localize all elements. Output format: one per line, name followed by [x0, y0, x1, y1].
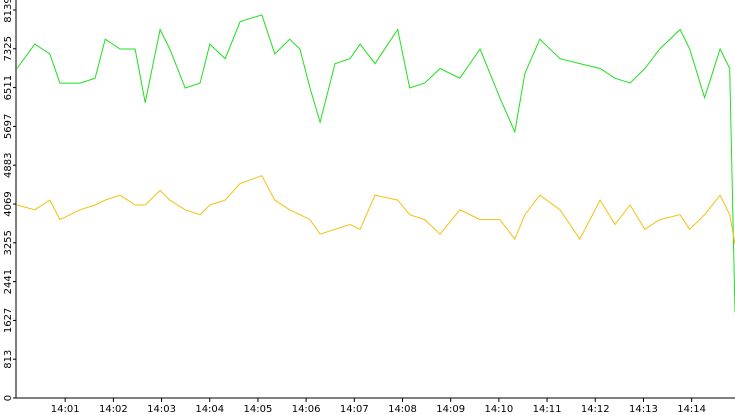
y-tick-label: 6511 — [3, 75, 14, 100]
y-tick-label: 3255 — [3, 230, 14, 255]
y-tick-label: 5697 — [3, 114, 14, 139]
x-tick-label: 14:04 — [195, 404, 224, 415]
x-tick-label: 14:02 — [99, 404, 128, 415]
x-tick-label: 14:12 — [581, 404, 610, 415]
y-tick-label: 4069 — [3, 191, 14, 216]
x-tick-label: 14:11 — [533, 404, 562, 415]
y-tick-label: 2441 — [3, 269, 14, 294]
y-tick-label: 1627 — [3, 308, 14, 333]
x-tick-label: 14:06 — [292, 404, 321, 415]
x-tick-label: 14:07 — [340, 404, 369, 415]
series-line — [16, 14, 735, 313]
x-tick-label: 14:05 — [244, 404, 273, 415]
y-tick-label: 8139 — [3, 0, 14, 23]
y-tick-label: 7325 — [3, 36, 14, 61]
y-tick-label: 0 — [3, 395, 14, 401]
x-tick-label: 14:13 — [629, 404, 658, 415]
x-tick-label: 14:10 — [484, 404, 513, 415]
x-tick-label: 14:14 — [677, 404, 706, 415]
x-tick-label: 14:08 — [388, 404, 417, 415]
series-line — [16, 175, 735, 245]
x-tick-label: 14:03 — [147, 404, 176, 415]
y-tick-label: 4883 — [3, 152, 14, 177]
x-tick-label: 14:09 — [436, 404, 465, 415]
x-tick-label: 14:01 — [51, 404, 80, 415]
y-tick-label: 813 — [3, 350, 14, 369]
